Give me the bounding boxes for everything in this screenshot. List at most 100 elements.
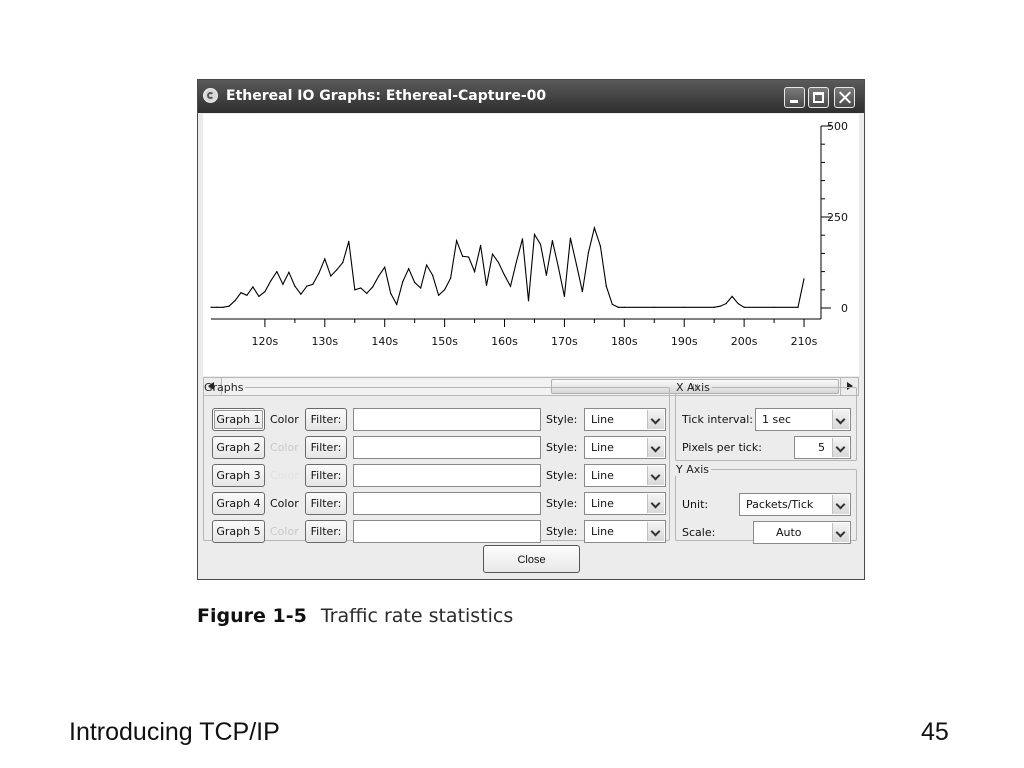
graph-5-button[interactable]: Graph 5 bbox=[212, 520, 265, 543]
data-point bbox=[557, 266, 560, 268]
close-button[interactable]: Close bbox=[483, 545, 580, 573]
data-point bbox=[743, 306, 745, 308]
chevron-left-icon[interactable] bbox=[204, 378, 222, 395]
graph-4-filter-button[interactable]: Filter: bbox=[305, 492, 347, 515]
data-point bbox=[599, 245, 601, 247]
scale-select[interactable]: Auto bbox=[753, 521, 851, 544]
minimize-icon[interactable] bbox=[784, 87, 805, 108]
data-point bbox=[521, 238, 524, 240]
chevron-down-icon[interactable] bbox=[647, 438, 664, 457]
data-point bbox=[773, 306, 775, 308]
data-point bbox=[306, 285, 308, 287]
figure-caption-text: Traffic rate statistics bbox=[320, 605, 514, 627]
data-point bbox=[252, 286, 254, 288]
data-point bbox=[228, 305, 230, 307]
data-point bbox=[414, 281, 416, 284]
chevron-down-icon[interactable] bbox=[832, 523, 849, 542]
graph-3-style-value: Line bbox=[591, 469, 614, 482]
data-point bbox=[461, 255, 464, 257]
data-point bbox=[803, 278, 805, 280]
chevron-right-icon[interactable] bbox=[840, 378, 858, 395]
graph-row-1: Graph 1 Color Filter: Style: Line bbox=[212, 408, 667, 432]
data-point bbox=[426, 264, 428, 266]
chevron-down-icon[interactable] bbox=[647, 410, 664, 429]
graph-4-style-label: Style: bbox=[546, 497, 578, 510]
x-tick-label: 150s bbox=[431, 335, 458, 348]
y-axis-legend: Y Axis bbox=[676, 463, 710, 476]
graph-3-filter-button[interactable]: Filter: bbox=[305, 464, 347, 487]
chevron-down-icon[interactable] bbox=[647, 522, 664, 541]
chevron-down-icon[interactable] bbox=[647, 494, 664, 513]
data-point bbox=[725, 303, 727, 305]
unit-select[interactable]: Packets/Tick bbox=[739, 493, 851, 516]
io-graph-chart: 120s 130s 140s 150s 160s 170s 180s 190s 200s 210s… bbox=[210, 120, 848, 348]
unit-label: Unit: bbox=[682, 498, 709, 511]
graphs-legend: Graphs bbox=[204, 381, 244, 394]
io-graph-plot[interactable]: 120s 130s 140s 150s 160s 170s 180s 190s 200s 210s… bbox=[203, 114, 859, 376]
unit-value: Packets/Tick bbox=[746, 498, 814, 511]
data-point bbox=[563, 295, 566, 297]
maximize-icon[interactable] bbox=[808, 87, 829, 108]
graph-2-button[interactable]: Graph 2 bbox=[212, 436, 265, 459]
data-point bbox=[444, 289, 446, 291]
graph-2-filter-input[interactable] bbox=[353, 436, 541, 459]
title-bar[interactable]: Ethereal IO Graphs: Ethereal-Capture-00 bbox=[198, 80, 864, 113]
graph-4-style-select[interactable]: Line bbox=[584, 492, 666, 515]
graph-3-color-label: Color bbox=[270, 469, 299, 482]
graph-2-style-label: Style: bbox=[546, 441, 578, 454]
graph-2-filter-button[interactable]: Filter: bbox=[305, 436, 347, 459]
data-point bbox=[450, 277, 452, 279]
data-point bbox=[479, 244, 482, 246]
graph-5-style-select[interactable]: Line bbox=[584, 520, 666, 543]
graph-1-style-select[interactable]: Line bbox=[584, 408, 666, 431]
close-icon[interactable] bbox=[834, 87, 855, 108]
data-point bbox=[402, 281, 404, 283]
graph-4-color-label: Color bbox=[270, 497, 299, 510]
data-point bbox=[605, 285, 607, 287]
data-point bbox=[222, 306, 224, 308]
graph-5-filter-input[interactable] bbox=[353, 520, 541, 543]
data-point bbox=[569, 237, 572, 239]
data-point bbox=[503, 274, 506, 276]
data-point bbox=[348, 240, 350, 242]
graph-1-filter-input[interactable] bbox=[353, 408, 541, 431]
pixels-per-tick-select[interactable]: 5 bbox=[794, 436, 851, 459]
x-tick-label: 130s bbox=[311, 335, 338, 348]
x-tick-label: 140s bbox=[371, 335, 398, 348]
data-point bbox=[288, 271, 290, 273]
graph-4-filter-input[interactable] bbox=[353, 492, 541, 515]
data-point bbox=[372, 286, 374, 288]
data-point bbox=[545, 274, 548, 276]
data-point bbox=[210, 306, 212, 308]
chevron-down-icon[interactable] bbox=[832, 410, 849, 429]
data-point bbox=[216, 306, 218, 308]
graph-1-button[interactable]: Graph 1 bbox=[212, 408, 265, 431]
series-line bbox=[211, 225, 805, 308]
graph-3-style-select[interactable]: Line bbox=[584, 464, 666, 487]
tick-interval-select[interactable]: 1 sec bbox=[755, 408, 851, 431]
window-title: Ethereal IO Graphs: Ethereal-Capture-00 bbox=[226, 88, 547, 104]
graph-2-style-select[interactable]: Line bbox=[584, 436, 666, 459]
chevron-down-icon[interactable] bbox=[832, 495, 849, 514]
ethereal-app-icon[interactable] bbox=[203, 88, 218, 103]
y-tick-label: 500 bbox=[827, 120, 848, 133]
y-tick-label: 250 bbox=[827, 211, 848, 224]
scrollbar-thumb[interactable] bbox=[551, 379, 839, 394]
tick-interval-value: 1 sec bbox=[762, 413, 792, 426]
data-point bbox=[264, 291, 266, 293]
graph-1-filter-button[interactable]: Filter: bbox=[305, 408, 347, 431]
data-point bbox=[354, 289, 356, 291]
data-point bbox=[509, 285, 512, 287]
data-point bbox=[408, 268, 410, 270]
data-point bbox=[246, 294, 248, 296]
graph-3-button[interactable]: Graph 3 bbox=[212, 464, 265, 487]
chevron-down-icon[interactable] bbox=[647, 466, 664, 485]
graph-4-button[interactable]: Graph 4 bbox=[212, 492, 265, 515]
page-number: 45 bbox=[921, 718, 949, 746]
graph-5-filter-button[interactable]: Filter: bbox=[305, 520, 347, 543]
data-point bbox=[324, 258, 326, 260]
graph-3-filter-input[interactable] bbox=[353, 464, 541, 487]
chevron-down-icon[interactable] bbox=[832, 438, 849, 457]
data-point bbox=[455, 240, 458, 242]
x-tick-label: 210s bbox=[791, 335, 818, 348]
